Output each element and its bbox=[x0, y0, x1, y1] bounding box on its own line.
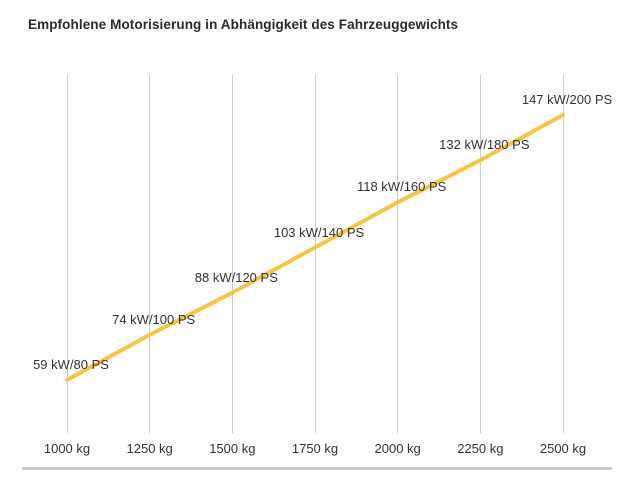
data-label: 59 kW/80 PS bbox=[33, 357, 109, 372]
data-label: 103 kW/140 PS bbox=[273, 224, 365, 240]
data-label: 147 kW/200 PS bbox=[521, 92, 613, 107]
x-axis-label: 2000 kg bbox=[374, 441, 421, 456]
trend-line bbox=[65, 113, 565, 382]
x-axis-label: 2500 kg bbox=[539, 441, 587, 456]
x-axis-label: 2250 kg bbox=[457, 441, 504, 456]
gridline bbox=[479, 75, 481, 433]
data-label: 74 kW/100 PS bbox=[112, 311, 196, 327]
data-label: 118 kW/160 PS bbox=[356, 179, 447, 195]
x-axis-label: 1000 kg bbox=[43, 441, 91, 456]
gridline bbox=[149, 75, 151, 433]
data-label: 132 kW/180 PS bbox=[439, 137, 530, 153]
x-axis-label: 1750 kg bbox=[291, 441, 339, 456]
x-axis-label: 1250 kg bbox=[126, 441, 173, 456]
gridline bbox=[66, 75, 68, 433]
x-axis-label: 1500 kg bbox=[209, 441, 256, 456]
gridline bbox=[562, 75, 564, 433]
gridline bbox=[314, 75, 316, 433]
chart-title: Empfohlene Motorisierung in Abhängigkeit… bbox=[28, 17, 459, 32]
data-label: 88 kW/120 PS bbox=[194, 269, 278, 285]
gridline bbox=[397, 75, 399, 433]
x-axis-line bbox=[22, 467, 612, 470]
gridline bbox=[231, 75, 233, 433]
